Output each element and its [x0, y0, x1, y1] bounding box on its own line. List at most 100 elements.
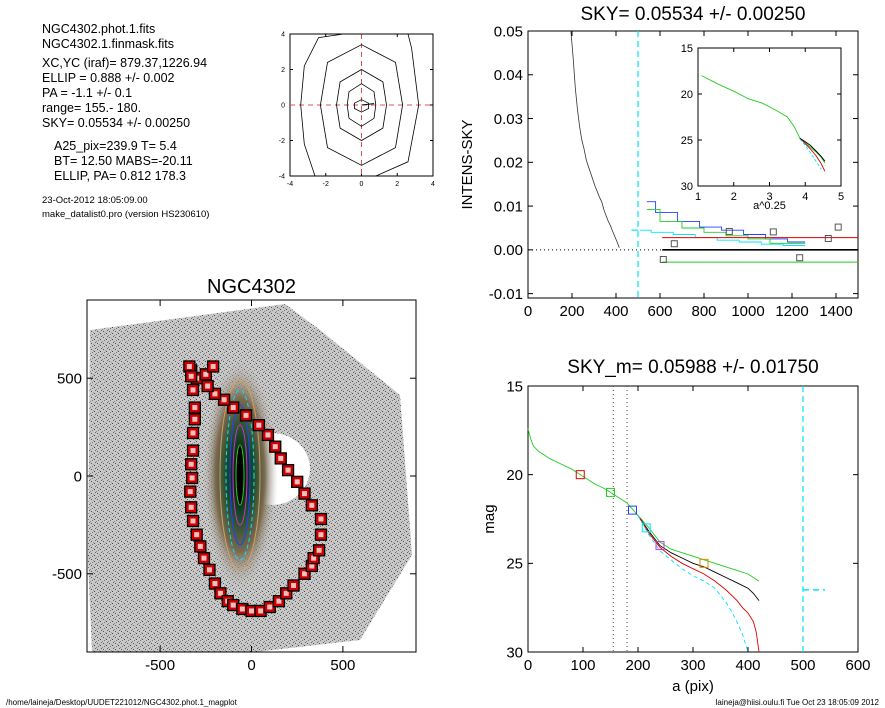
- galaxy-params: A25_pix=239.9 T= 5.4 BT= 12.50 MABS=-20.…: [42, 139, 209, 184]
- contour-panel: -4 -2 0 2 4 -4 -2 0 2 4: [279, 31, 435, 188]
- sky-step-series: [640, 229, 806, 246]
- y-tick-label: 0.05: [494, 23, 523, 40]
- y-tick-label: 0.02: [494, 155, 523, 172]
- mag-ylabel: mag: [481, 504, 498, 533]
- mask-square-inner: [190, 448, 196, 454]
- x-tick-label: 1: [695, 191, 701, 203]
- inset-background: [698, 48, 841, 186]
- sky-ylabel: INTENS-SKY: [459, 119, 476, 209]
- y-tick-label: 0.03: [494, 111, 523, 128]
- x-tick-label: 4: [431, 181, 435, 188]
- mag-xlabel: a (pix): [672, 678, 714, 695]
- y-tick-label: 15: [681, 43, 693, 55]
- mag-square-marker: [575, 470, 585, 480]
- mask-square-inner: [258, 608, 264, 614]
- sky-square-marker: [659, 255, 667, 263]
- sky-square-marker: [769, 228, 777, 236]
- x-tick-label: 500: [790, 657, 815, 674]
- y-tick-label: 4: [281, 31, 285, 38]
- a25-line: A25_pix=239.9 T= 5.4: [54, 139, 177, 153]
- galaxy-isophote-magenta: [232, 424, 248, 526]
- mag-square-marker: [655, 541, 665, 551]
- mask-square-inner: [186, 363, 192, 369]
- x-tick-label: 400: [735, 657, 760, 674]
- mag-series: [527, 428, 760, 582]
- mask-square-inner: [316, 547, 322, 553]
- x-tick-label: 4: [802, 191, 808, 203]
- mask-square-inner: [192, 405, 198, 411]
- date-line: 23-Oct-2012 18:05:09.00: [42, 195, 148, 206]
- mask-square-inner: [190, 430, 196, 436]
- y-tick-label: 20: [681, 89, 693, 101]
- mask-square-inner: [309, 563, 315, 569]
- x-tick-label: -4: [287, 181, 293, 188]
- mask-square-inner: [309, 502, 315, 508]
- mask-square-inner: [217, 590, 223, 596]
- y-tick-label: 25: [681, 135, 693, 147]
- mask-square-inner: [190, 518, 196, 524]
- contour-line: [319, 44, 404, 166]
- y-tick-label: -0.01: [489, 286, 523, 303]
- mask-square-inner: [203, 371, 209, 377]
- sky-square-marker: [834, 223, 842, 231]
- x-tick-label: -500: [145, 657, 175, 674]
- x-tick-label: 500: [330, 657, 355, 674]
- mask-square-inner: [276, 598, 282, 604]
- sky-square-marker: [670, 240, 678, 248]
- x-tick-label: 1000: [731, 303, 764, 320]
- image-title: NGC4302: [207, 276, 296, 298]
- y-tick-label: 500: [57, 370, 82, 387]
- mask-square-inner: [318, 516, 324, 522]
- y-tick-label: 20: [506, 467, 523, 484]
- pa-line: PA = -1.1 +/- 0.1: [42, 86, 133, 100]
- y-tick-label: -500: [52, 566, 82, 583]
- mask-square-inner: [285, 467, 291, 473]
- contour-line: [336, 69, 387, 141]
- program-line: make_datalist0.pro (version HS230610): [42, 209, 210, 220]
- mask-square-inner: [294, 479, 300, 485]
- image-panel: NGC4302 -500 0 500 -500 0 500: [52, 276, 417, 674]
- mask-square-inner: [221, 397, 227, 403]
- sky-step-series: [646, 201, 806, 243]
- mag-panel: SKY_m= 0.05988 +/- 0.01750 a (pix) mag 0 100…: [481, 357, 871, 695]
- fit-params: XC,YC (iraf)= 879.37,1226.94 ELLIP = 0.8…: [42, 56, 209, 131]
- y-tick-label: 0.00: [494, 242, 523, 259]
- y-tick-label: 30: [506, 644, 523, 661]
- mask-square-inner: [230, 602, 236, 608]
- mask-square-inner: [187, 489, 193, 495]
- mask-square-inner: [212, 581, 218, 587]
- y-tick-label: 2: [281, 67, 285, 74]
- mask-square-inner: [311, 555, 317, 561]
- mask-square-inner: [302, 491, 308, 497]
- x-tick-label: 1400: [819, 303, 852, 320]
- center-line: XC,YC (iraf)= 879.37,1226.94: [42, 56, 208, 70]
- y-tick-label: 0.01: [494, 198, 523, 215]
- mag-square-marker: [628, 505, 637, 515]
- file-name: NGC4302.phot.1.fits: [42, 22, 156, 36]
- inset-series: [799, 138, 822, 170]
- mask-square-inner: [243, 412, 249, 418]
- y-tick-label: -4: [279, 173, 285, 180]
- mask-square-inner: [189, 475, 195, 481]
- galaxy-isophote-blue: [229, 404, 251, 546]
- inset-xlabel: a^0.25: [753, 200, 786, 212]
- inset-series: [701, 75, 826, 164]
- x-tick-label: 400: [603, 303, 628, 320]
- x-tick-label: 2: [395, 181, 399, 188]
- x-tick-label: 600: [647, 303, 672, 320]
- mask-square-inner: [267, 604, 273, 610]
- mask-square-inner: [265, 432, 271, 438]
- sky-square-marker: [824, 234, 832, 242]
- galaxy-core: [235, 444, 245, 506]
- file-names: NGC4302.phot.1.fits NGC4302.1.finmask.fi…: [42, 22, 209, 52]
- sky-profile: [570, 30, 620, 248]
- mask-square-inner: [239, 606, 245, 612]
- contour-line: [300, 33, 420, 177]
- mask-name: NGC4302.1.finmask.fits: [42, 37, 174, 51]
- contour-line: [346, 83, 377, 127]
- mask-square-inner: [205, 383, 211, 389]
- mask-square-inner: [291, 583, 297, 589]
- mag-title: SKY_m= 0.05988 +/- 0.01750: [567, 357, 818, 378]
